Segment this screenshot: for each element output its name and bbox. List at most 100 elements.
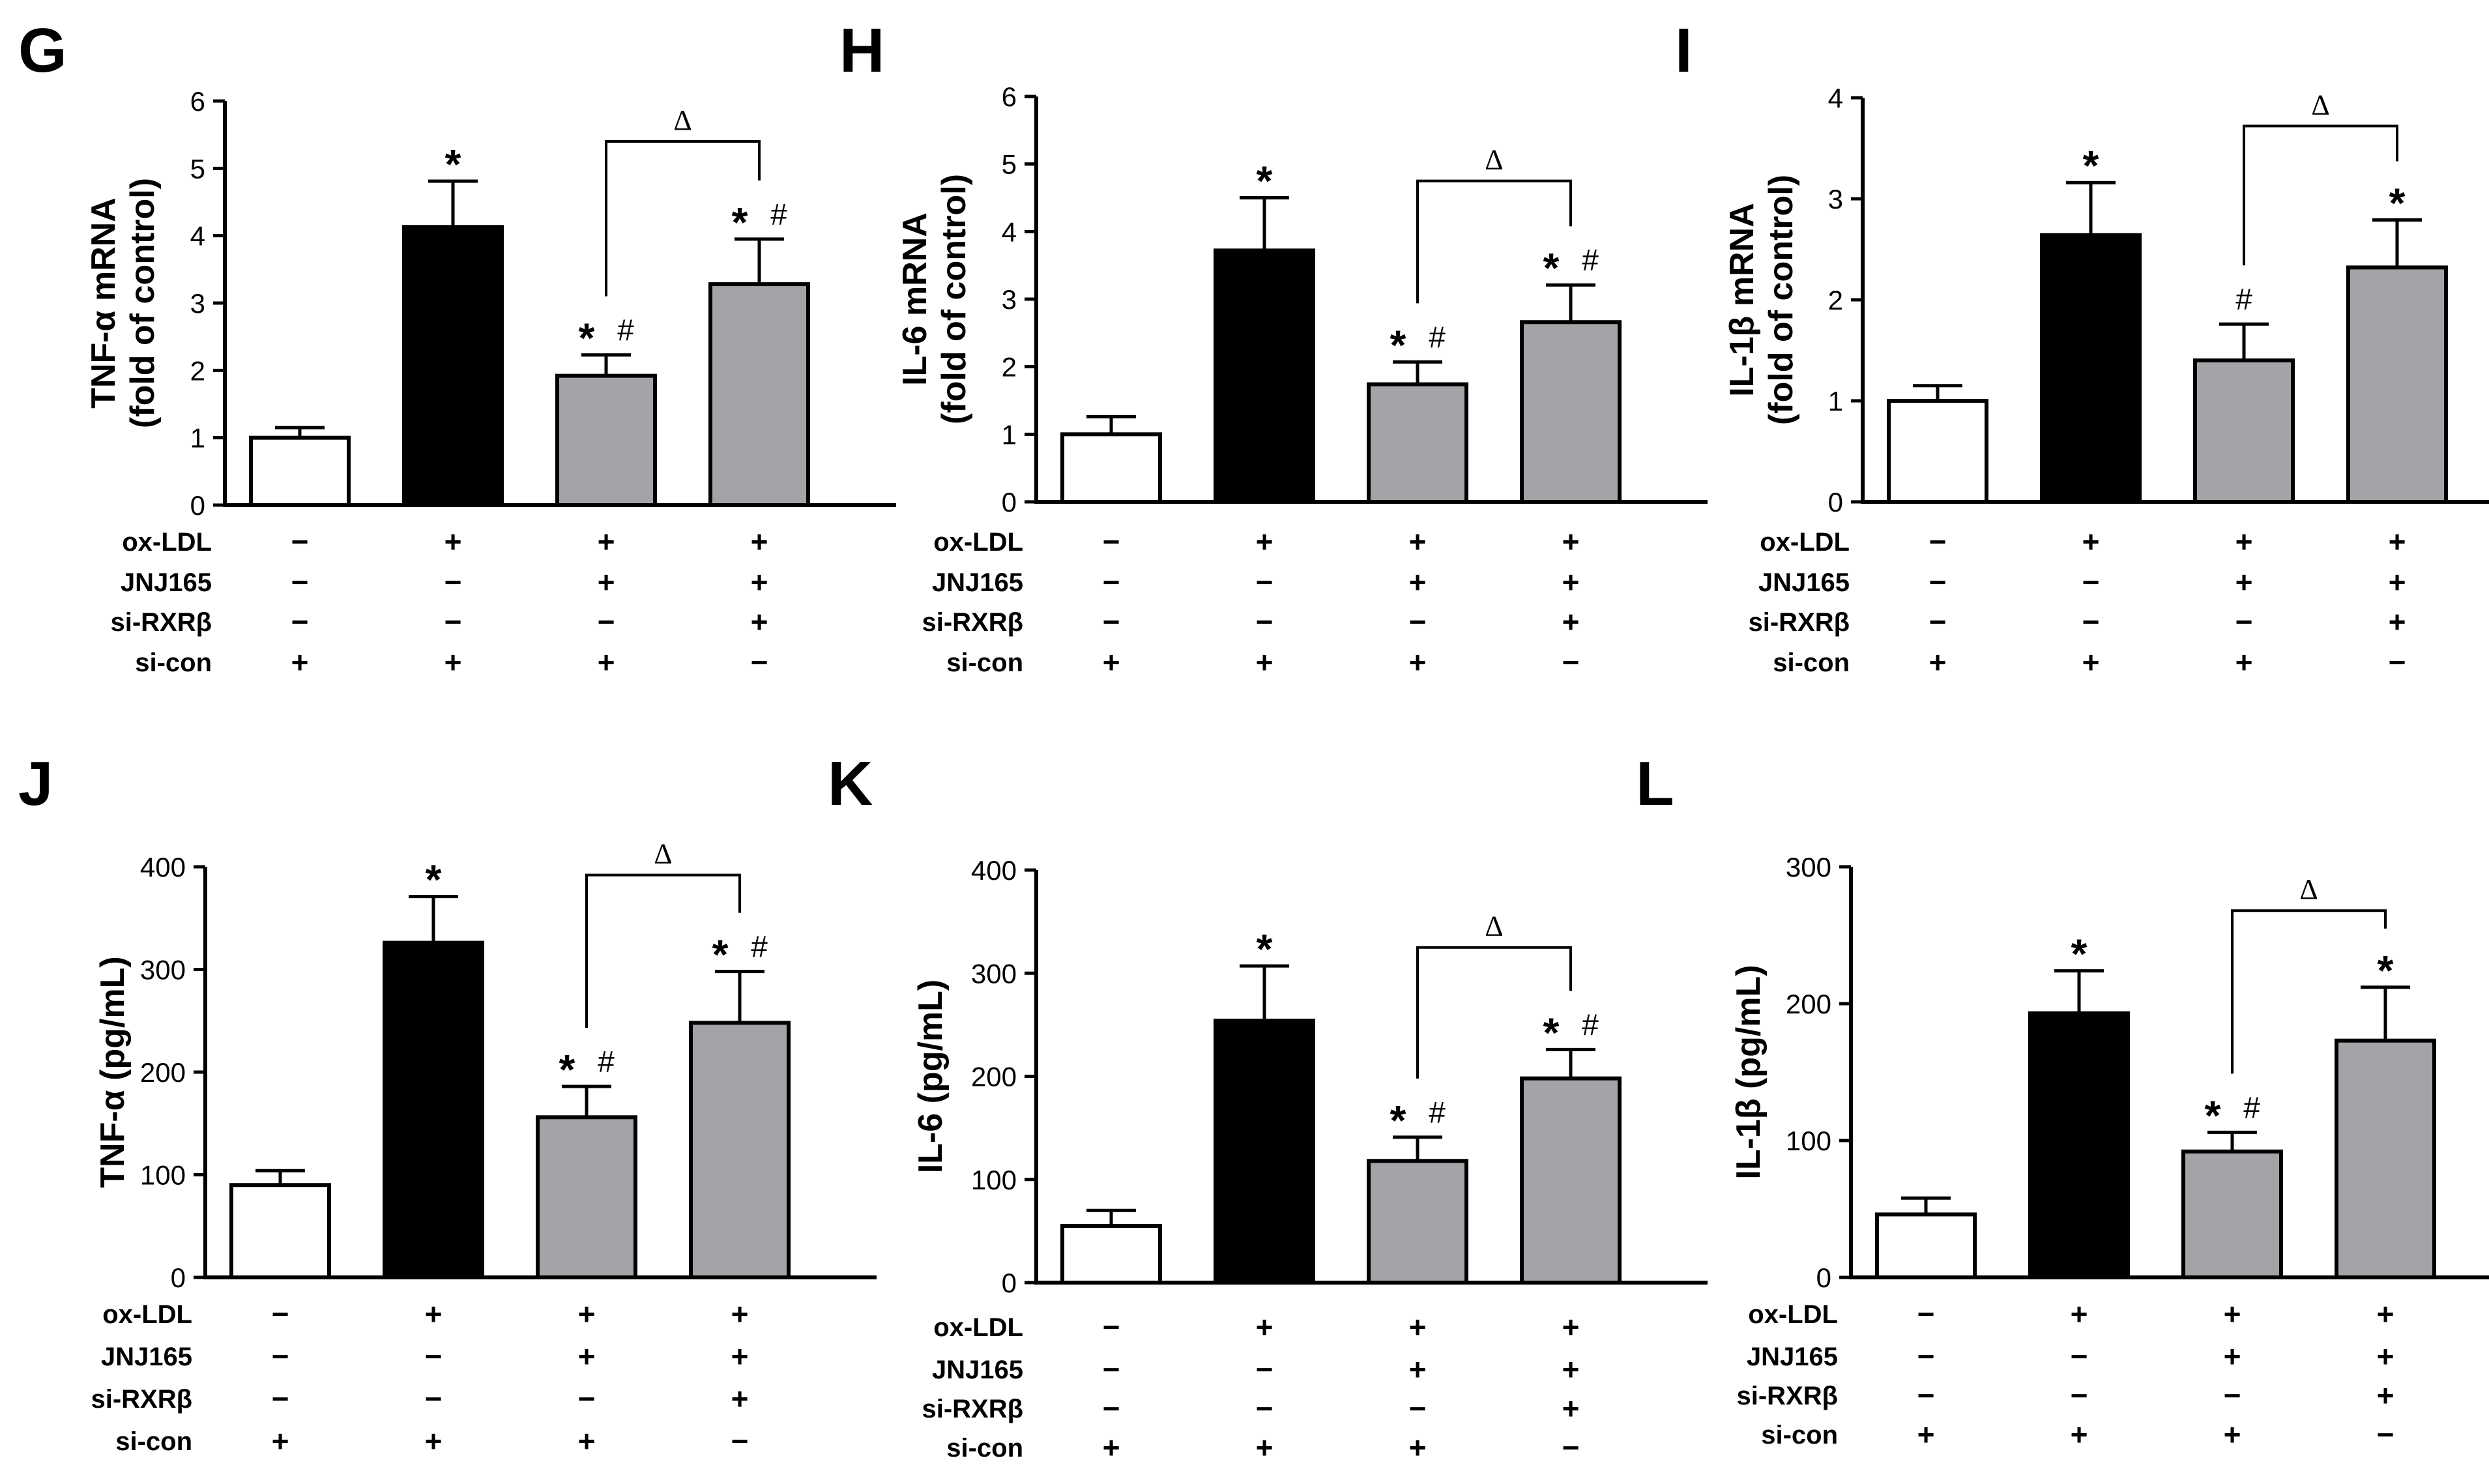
significance-star: *: [559, 1046, 575, 1093]
bar: [1060, 432, 1162, 504]
condition-sign: +: [578, 1297, 596, 1331]
significance-star: *: [732, 199, 748, 246]
condition-sign: +: [291, 645, 309, 679]
bar: [1520, 1076, 1622, 1285]
condition-sign: +: [1562, 605, 1580, 639]
condition-sign: +: [1409, 1352, 1427, 1386]
condition-sign: +: [444, 525, 462, 559]
significance-hash: #: [598, 1045, 615, 1079]
significance-star: *: [1257, 925, 1273, 972]
condition-sign: +: [1256, 1310, 1274, 1344]
condition-sign: +: [2224, 1339, 2241, 1373]
condition-sign: +: [425, 1297, 443, 1331]
y-tick-label: 2: [1002, 352, 1017, 383]
significance-hash: #: [1582, 243, 1599, 277]
condition-sign: −: [1917, 1339, 1935, 1373]
panel-letter: I: [1675, 16, 1693, 85]
condition-label: si-con: [1761, 1421, 1838, 1449]
condition-sign: −: [2389, 645, 2406, 679]
significance-star: *: [2083, 142, 2099, 189]
y-axis-label: IL-6 (pg/mL): [912, 980, 950, 1174]
condition-sign: −: [1409, 605, 1427, 639]
condition-sign: +: [2071, 1418, 2088, 1451]
condition-sign: −: [598, 605, 615, 639]
condition-sign: +: [2224, 1418, 2241, 1451]
condition-sign: −: [444, 605, 462, 639]
significance-hash: #: [770, 197, 787, 231]
y-tick-label: 200: [140, 1057, 186, 1088]
condition-sign: +: [1409, 1431, 1427, 1464]
condition-sign: +: [1562, 1391, 1580, 1425]
condition-label: JNJ165: [932, 568, 1023, 597]
bracket-delta-label: Δ: [673, 104, 691, 136]
bar: [536, 1115, 637, 1280]
bar: [2040, 233, 2142, 504]
condition-sign: +: [1103, 1431, 1120, 1464]
condition-sign: +: [2389, 565, 2406, 599]
condition-sign: +: [425, 1424, 443, 1458]
y-axis-label: TNF-α mRNA: [85, 197, 123, 409]
significance-star: *: [579, 315, 595, 362]
comparison-bracket: [585, 873, 741, 1028]
condition-sign: +: [2377, 1339, 2394, 1373]
bracket-delta-label: Δ: [2299, 873, 2318, 905]
y-tick-label: 4: [1828, 83, 1843, 113]
y-tick-label: 100: [971, 1165, 1017, 1195]
condition-sign: +: [1562, 1352, 1580, 1386]
significance-hash: #: [1429, 1096, 1446, 1129]
condition-sign: −: [1256, 1391, 1274, 1425]
condition-sign: −: [291, 525, 309, 559]
significance-hash: #: [751, 930, 768, 964]
condition-sign: −: [1103, 565, 1120, 599]
condition-sign: −: [2082, 565, 2100, 599]
panel-letter: H: [839, 16, 884, 85]
y-tick-label: 0: [190, 490, 205, 521]
significance-hash: #: [617, 313, 634, 347]
chart-panel-k: K IL-6 (pg/mL) 0 100 200 300 400 * * # * # Δox-LDL − +…: [828, 749, 1708, 1464]
condition-sign: −: [1256, 565, 1274, 599]
significance-star: *: [1390, 1097, 1406, 1144]
condition-label: JNJ165: [932, 1356, 1023, 1384]
y-tick-label: 1: [190, 423, 205, 454]
condition-sign: +: [2235, 645, 2253, 679]
bar: [1367, 382, 1468, 504]
bar: [1060, 1223, 1162, 1285]
chart-panel-i: I IL-1β mRNA (fold of control) 0 1 2 3 4 * # * Δox-…: [1675, 16, 2489, 679]
condition-sign: +: [1562, 525, 1580, 559]
condition-sign: +: [444, 645, 462, 679]
y-tick-label: 300: [1786, 852, 1831, 882]
condition-sign: −: [1409, 1391, 1427, 1425]
y-tick-label: 1: [1002, 419, 1017, 450]
condition-label: JNJ165: [121, 568, 212, 597]
condition-sign: +: [598, 565, 615, 599]
bar: [2181, 1149, 2283, 1280]
bracket-delta-label: Δ: [2311, 89, 2329, 121]
y-axis-label: (fold of control): [1762, 175, 1800, 425]
condition-sign: +: [1103, 645, 1120, 679]
y-tick-label: 0: [1828, 487, 1843, 517]
condition-sign: −: [1256, 605, 1274, 639]
y-tick-label: 0: [171, 1262, 186, 1293]
condition-sign: −: [1917, 1378, 1935, 1412]
condition-label: si-RXRβ: [91, 1385, 192, 1414]
chart-panel-j: J TNF-α (pg/mL) 0 100 200 300 400 * * # * # Δox-LDL −…: [18, 749, 877, 1458]
y-tick-label: 300: [140, 955, 186, 985]
y-tick-label: 5: [1002, 149, 1017, 180]
condition-sign: −: [1929, 525, 1947, 559]
y-tick-label: 3: [1002, 284, 1017, 315]
y-tick-label: 0: [1816, 1262, 1831, 1293]
condition-sign: +: [751, 605, 768, 639]
condition-sign: −: [751, 645, 768, 679]
condition-sign: −: [272, 1382, 289, 1416]
condition-sign: −: [444, 565, 462, 599]
condition-sign: +: [272, 1424, 289, 1458]
condition-sign: +: [2082, 525, 2100, 559]
significance-star: *: [1390, 321, 1406, 368]
significance-star: *: [2071, 931, 2088, 978]
condition-sign: +: [1409, 645, 1427, 679]
y-tick-label: 0: [1002, 1268, 1017, 1298]
y-tick-label: 6: [190, 86, 205, 117]
significance-star: *: [1543, 244, 1560, 291]
y-axis-label: IL-1β mRNA: [1723, 203, 1761, 397]
